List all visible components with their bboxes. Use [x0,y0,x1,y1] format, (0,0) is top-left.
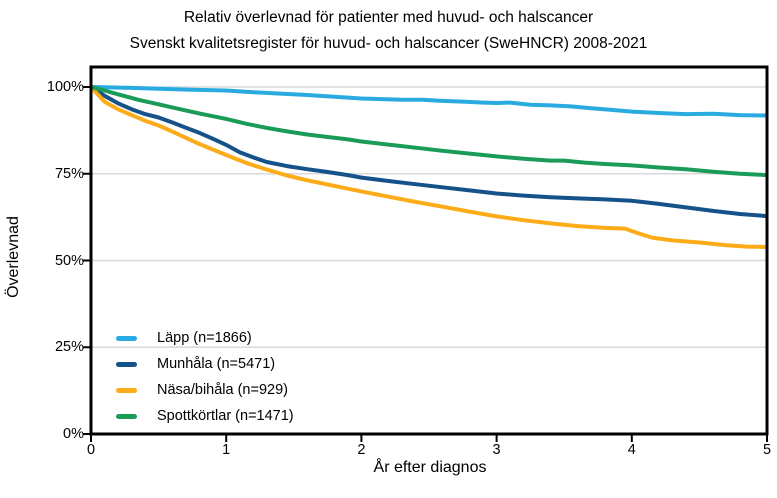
survival-curve-4 [91,85,767,178]
x-tick-label-3: 3 [492,442,501,458]
x-tick-label-0: 0 [86,442,96,458]
legend-key-icon [116,335,137,341]
legend-label: Läpp (n=1866) [157,330,252,346]
legend-key-icon [116,361,137,367]
legend-label: Spottkörtlar (n=1471) [157,408,294,424]
x-tick-label-2: 2 [357,442,366,458]
y-tick-label-50: 50% [54,252,84,269]
panel-border [89,65,769,436]
legend-label: Näsa/bihåla (n=929) [157,382,288,398]
chart-subtitle: Svenskt kvalitetsregister för huvud- och… [129,35,648,52]
y-tick-label-75: 75% [54,165,84,182]
legend-key-icon [116,387,137,393]
x-tick-label-1: 1 [222,442,231,458]
legend-key-icon [116,413,137,419]
chart-title: Relativ överlevnad för patienter med huv… [183,9,594,26]
y-tick-label-25: 25% [54,339,84,356]
x-tick-label-4: 4 [627,442,636,458]
y-tick-label-0: 0% [63,426,84,442]
y-tick-label-100: 100% [46,79,84,95]
survival-curve-1 [91,85,767,118]
x-axis-title: År efter diagnos [373,459,487,476]
x-tick-label-5: 5 [762,442,772,458]
survival-curve-2 [91,85,767,219]
legend-label: Munhåla (n=5471) [157,356,276,372]
survival-curve-3 [91,85,767,249]
